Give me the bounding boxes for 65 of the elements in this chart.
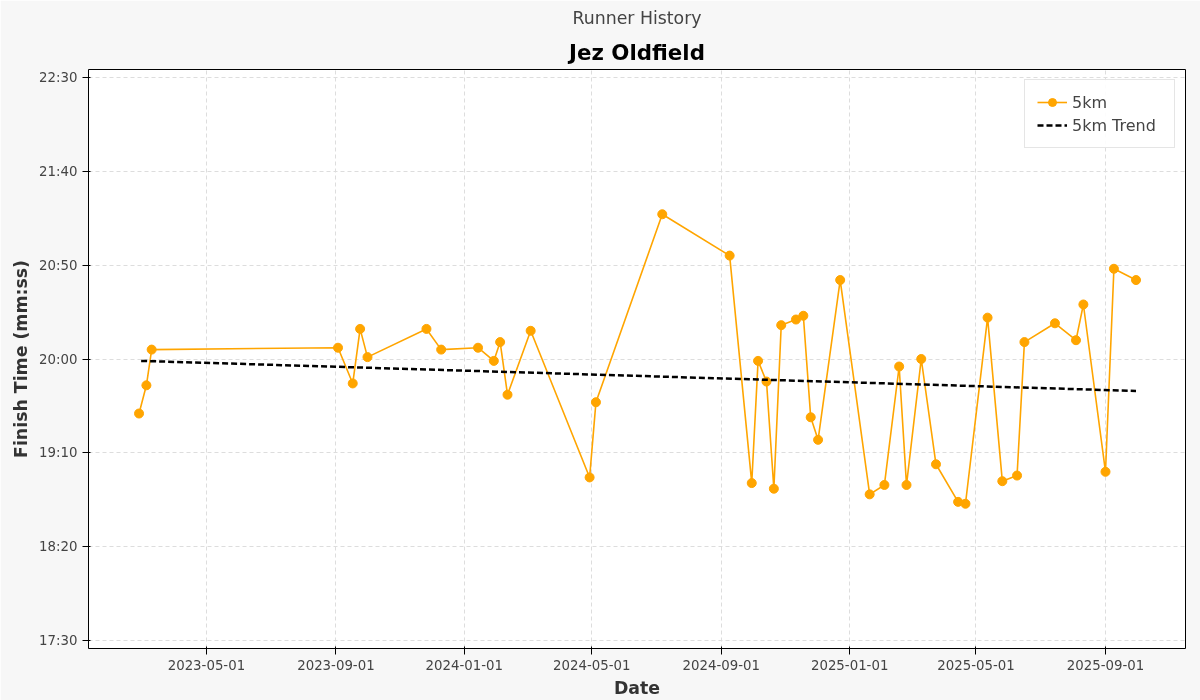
point bbox=[901, 479, 912, 490]
y-tick-label: 21:40 bbox=[39, 163, 78, 179]
x-tick-label: 2023-09-01 bbox=[297, 657, 375, 673]
point bbox=[473, 342, 484, 353]
point bbox=[790, 314, 801, 325]
point bbox=[1019, 337, 1030, 348]
point bbox=[916, 354, 927, 364]
point bbox=[1012, 470, 1023, 481]
x-tick-label: 2023-05-01 bbox=[167, 657, 246, 673]
x-tick-label: 2024-05-01 bbox=[553, 657, 631, 673]
point bbox=[864, 489, 875, 500]
x-axis-title: Date bbox=[613, 677, 661, 698]
point bbox=[141, 380, 152, 391]
point bbox=[584, 472, 595, 483]
point bbox=[333, 342, 344, 353]
y-tick-label: 17:30 bbox=[39, 633, 78, 649]
point bbox=[805, 412, 816, 423]
point bbox=[525, 325, 536, 336]
point bbox=[1078, 299, 1089, 310]
chart-title: Jez Oldfield bbox=[567, 39, 705, 65]
chart-subtitle: Runner History bbox=[572, 7, 702, 28]
point bbox=[421, 323, 432, 334]
point bbox=[879, 479, 890, 490]
point bbox=[495, 337, 506, 348]
point bbox=[1108, 263, 1119, 274]
point bbox=[776, 320, 787, 331]
x-tick-label: 2025-05-01 bbox=[937, 657, 1015, 673]
point bbox=[930, 459, 941, 470]
point bbox=[502, 389, 513, 400]
x-tick-label: 2024-09-01 bbox=[682, 657, 760, 673]
point bbox=[1100, 466, 1111, 477]
point bbox=[436, 344, 447, 355]
point bbox=[355, 323, 366, 334]
x-tick-label: 2024-01-01 bbox=[425, 657, 504, 673]
point bbox=[134, 408, 145, 419]
point bbox=[146, 344, 157, 355]
x-tick-label: 2025-01-01 bbox=[810, 657, 889, 673]
point bbox=[798, 310, 809, 321]
point bbox=[813, 434, 824, 445]
point bbox=[362, 352, 373, 363]
point bbox=[768, 483, 779, 494]
point bbox=[753, 355, 764, 366]
point bbox=[724, 250, 735, 261]
y-tick-label: 20:50 bbox=[39, 257, 78, 273]
point bbox=[997, 476, 1008, 487]
point bbox=[657, 209, 668, 220]
y-tick-label: 18:20 bbox=[39, 539, 78, 555]
y-tick-label: 22:30 bbox=[39, 69, 78, 85]
x-tick-label: 2025-09-01 bbox=[1066, 657, 1145, 673]
point bbox=[960, 498, 971, 509]
point bbox=[1049, 318, 1060, 329]
legend-label: 5km Trend bbox=[1072, 115, 1157, 135]
point bbox=[488, 355, 499, 366]
point bbox=[835, 275, 846, 286]
point bbox=[347, 378, 358, 389]
y-tick-label: 19:10 bbox=[39, 445, 78, 461]
point bbox=[894, 361, 905, 372]
legend-label: 5km bbox=[1072, 92, 1109, 112]
point bbox=[1131, 275, 1142, 286]
point bbox=[982, 312, 993, 323]
point bbox=[746, 478, 757, 489]
y-axis-title: Finish Time (mm:ss) bbox=[11, 260, 32, 458]
point bbox=[1071, 335, 1082, 346]
y-tick-label: 20:00 bbox=[39, 351, 78, 367]
point bbox=[590, 397, 601, 408]
